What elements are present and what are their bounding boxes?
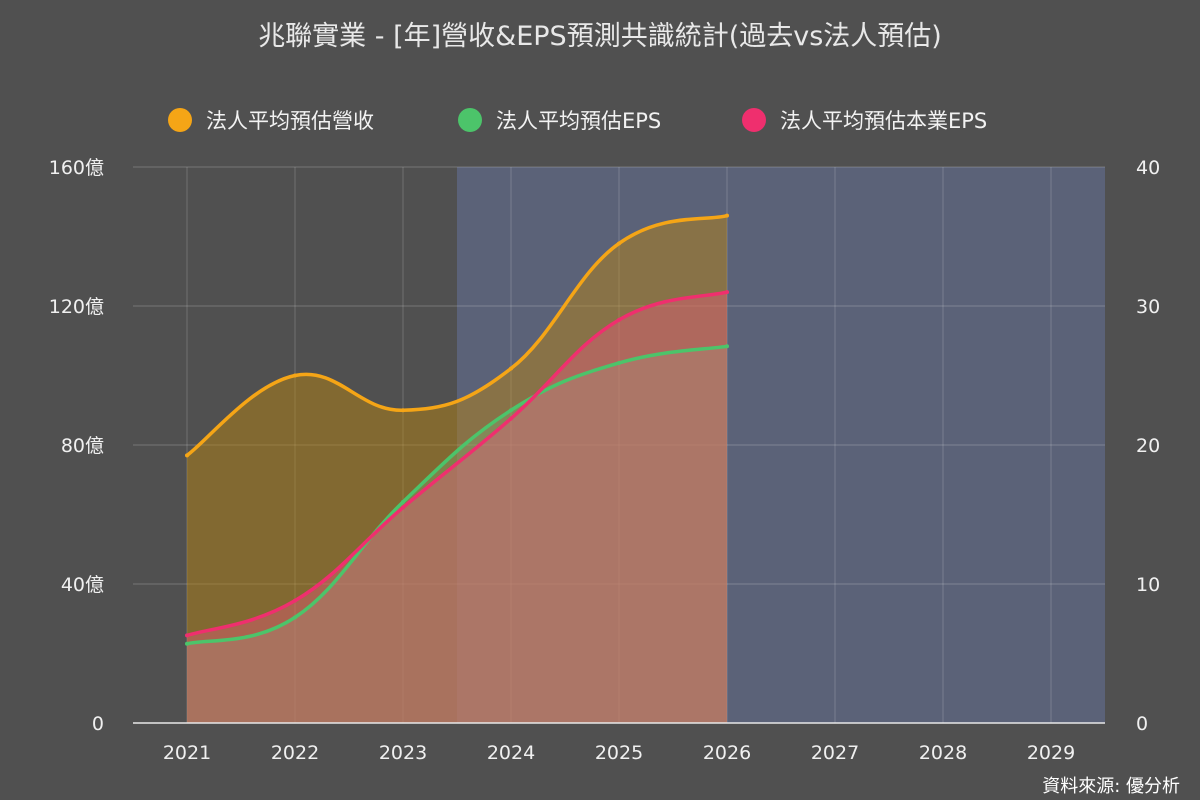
data-point-eps: [401, 499, 405, 504]
x-tick-label: 2028: [919, 742, 967, 764]
y-right-tick-label: 0: [1136, 713, 1148, 735]
x-tick-label: 2021: [163, 742, 211, 764]
legend-marker-revenue: [168, 108, 192, 132]
y-left-tick-label: 80億: [61, 435, 104, 457]
y-left-tick-label: 40億: [61, 574, 104, 596]
legend-marker-core-eps: [742, 108, 766, 132]
chart-title: 兆聯實業 - [年]營收&EPS預測共識統計(過去vs法人預估): [258, 21, 942, 52]
series-area-core-eps: [187, 292, 727, 723]
data-point-eps: [617, 360, 621, 365]
x-tick-label: 2025: [595, 742, 643, 764]
data-point-eps: [509, 408, 513, 413]
forecast-region: [457, 167, 1105, 723]
legend-label-eps: 法人平均預估EPS: [496, 109, 662, 133]
x-tick-label: 2022: [271, 742, 319, 764]
legend-label-core-eps: 法人平均預估本業EPS: [780, 109, 988, 133]
series-line-eps: [185, 344, 729, 646]
data-source-label: 資料來源: 優分析: [1042, 776, 1180, 797]
x-tick-label: 2024: [487, 742, 535, 764]
x-tick-label: 2023: [379, 742, 427, 764]
legend-marker-eps: [458, 108, 482, 132]
data-point-core-eps: [293, 598, 297, 603]
x-tick-label: 2027: [811, 742, 859, 764]
y-right-tick-label: 20: [1136, 435, 1160, 457]
data-point-core-eps: [509, 416, 513, 421]
y-left-tick-label: 120億: [49, 296, 104, 318]
data-point-revenue: [617, 241, 621, 246]
legend-item-eps[interactable]: 法人平均預估EPS: [458, 100, 661, 140]
data-point-core-eps: [401, 505, 405, 510]
data-point-revenue: [509, 366, 513, 371]
data-point-revenue: [401, 408, 405, 413]
data-point-revenue: [293, 373, 297, 378]
y-right-tick-label: 40: [1136, 157, 1160, 179]
data-point-eps: [725, 344, 729, 349]
legend-label-revenue: 法人平均預估營收: [206, 109, 374, 133]
y-right-tick-label: 10: [1136, 574, 1160, 596]
x-tick-label: 2029: [1027, 742, 1075, 764]
y-left-tick-label: 0: [92, 713, 104, 735]
data-point-revenue: [185, 453, 189, 458]
data-point-eps: [293, 615, 297, 620]
x-tick-label: 2026: [703, 742, 751, 764]
data-point-core-eps: [617, 317, 621, 322]
series-line-revenue: [185, 213, 729, 458]
data-point-eps: [185, 641, 189, 646]
series-line-core-eps: [185, 290, 729, 638]
data-point-core-eps: [185, 633, 189, 638]
legend-item-revenue[interactable]: 法人平均預估營收: [168, 100, 374, 140]
chart-legend: 法人平均預估營收 法人平均預估EPS 法人平均預估本業EPS: [0, 100, 1200, 140]
data-point-core-eps: [725, 290, 729, 295]
y-right-tick-label: 30: [1136, 296, 1160, 318]
legend-item-core-eps[interactable]: 法人平均預估本業EPS: [742, 100, 987, 140]
data-point-revenue: [725, 213, 729, 218]
y-left-tick-label: 160億: [49, 157, 104, 179]
series-area-eps: [187, 346, 727, 723]
